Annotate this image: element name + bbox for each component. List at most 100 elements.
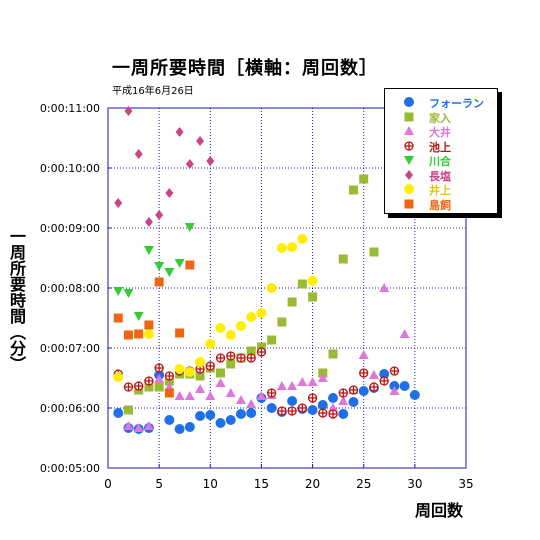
data-point-6 bbox=[196, 136, 205, 146]
data-point-4 bbox=[287, 406, 297, 416]
data-point-1 bbox=[225, 415, 236, 425]
data-point-4 bbox=[215, 353, 226, 363]
data-point-5 bbox=[123, 289, 134, 298]
data-point-7 bbox=[297, 234, 308, 244]
data-point-6 bbox=[175, 127, 184, 137]
legend-entry: 長塩 bbox=[385, 168, 497, 183]
data-point-2 bbox=[216, 368, 226, 378]
legend-entry: 大井 bbox=[385, 124, 497, 139]
x-tick-label: 30 bbox=[407, 477, 422, 491]
legend-marker bbox=[404, 184, 414, 194]
data-point-7 bbox=[184, 367, 195, 377]
data-point-7 bbox=[143, 329, 154, 339]
data-point-3 bbox=[368, 370, 379, 379]
legend: フォーラン 家入 大井 池上 川合 長塩 井上 島飼 bbox=[384, 88, 498, 214]
legend-marker bbox=[404, 112, 414, 121]
data-point-4 bbox=[318, 408, 328, 418]
data-point-4 bbox=[154, 363, 164, 373]
y-tick-label: 0:00:05:00 bbox=[40, 462, 100, 475]
legend-marker bbox=[404, 97, 414, 107]
data-point-8 bbox=[123, 330, 133, 340]
data-point-1 bbox=[348, 397, 359, 407]
data-point-2 bbox=[287, 297, 297, 307]
legend-marker bbox=[404, 140, 414, 151]
legend-label: 川合 bbox=[429, 155, 451, 168]
data-point-1 bbox=[409, 390, 420, 400]
data-point-6 bbox=[165, 188, 174, 198]
legend-entry: 家入 bbox=[385, 110, 497, 125]
data-point-3 bbox=[225, 388, 236, 397]
chart-title: 一周所要時間［横軸：周回数］ bbox=[112, 58, 378, 79]
data-point-1 bbox=[235, 409, 246, 419]
data-point-1 bbox=[287, 396, 298, 406]
x-tick-label: 5 bbox=[155, 477, 163, 491]
data-point-5 bbox=[174, 259, 185, 268]
data-point-4 bbox=[389, 366, 400, 376]
data-point-4 bbox=[328, 409, 338, 419]
data-point-3 bbox=[235, 395, 246, 404]
data-point-1 bbox=[164, 415, 175, 425]
data-point-3 bbox=[143, 421, 154, 430]
data-point-3 bbox=[399, 329, 410, 338]
data-point-8 bbox=[185, 260, 195, 270]
data-point-4 bbox=[379, 376, 389, 386]
data-point-4 bbox=[164, 371, 175, 381]
x-tick-label: 15 bbox=[254, 477, 269, 491]
data-point-4 bbox=[123, 382, 134, 392]
data-point-4 bbox=[144, 376, 154, 386]
data-point-8 bbox=[175, 328, 185, 338]
data-point-4 bbox=[267, 388, 277, 398]
data-point-2 bbox=[338, 254, 348, 264]
legend-marker bbox=[404, 156, 414, 165]
data-point-5 bbox=[154, 262, 165, 271]
data-point-4 bbox=[348, 385, 359, 395]
data-point-5 bbox=[133, 312, 144, 321]
data-point-1 bbox=[215, 418, 226, 428]
legend-label: 池上 bbox=[429, 140, 451, 154]
data-point-4 bbox=[359, 368, 369, 378]
data-point-2 bbox=[328, 349, 338, 359]
data-point-2 bbox=[267, 335, 277, 345]
data-point-1 bbox=[113, 408, 124, 418]
data-point-3 bbox=[297, 377, 308, 386]
data-point-4 bbox=[338, 388, 348, 398]
data-point-7 bbox=[256, 308, 267, 318]
data-point-3 bbox=[358, 350, 369, 359]
data-point-4 bbox=[256, 347, 267, 357]
data-point-1 bbox=[307, 405, 318, 415]
data-point-8 bbox=[113, 313, 123, 323]
data-point-2 bbox=[246, 346, 256, 356]
data-point-3 bbox=[276, 381, 287, 390]
data-point-2 bbox=[359, 174, 369, 184]
y-tick-label: 0:00:07:00 bbox=[40, 342, 100, 355]
data-point-2 bbox=[348, 185, 358, 195]
data-point-7 bbox=[225, 330, 236, 340]
data-point-2 bbox=[297, 279, 307, 289]
data-point-1 bbox=[195, 411, 206, 421]
x-tick-label: 25 bbox=[356, 477, 371, 491]
x-tick-label: 35 bbox=[458, 477, 473, 491]
data-point-2 bbox=[226, 359, 236, 369]
data-point-3 bbox=[338, 396, 349, 405]
data-point-1 bbox=[379, 369, 390, 379]
data-point-3 bbox=[215, 378, 226, 387]
data-point-1 bbox=[266, 403, 277, 413]
data-point-3 bbox=[379, 283, 390, 292]
x-tick-label: 0 bbox=[104, 477, 112, 491]
data-point-3 bbox=[184, 391, 195, 400]
data-point-1 bbox=[358, 386, 369, 396]
x-tick-label: 20 bbox=[305, 477, 320, 491]
data-point-4 bbox=[134, 381, 144, 391]
data-point-4 bbox=[307, 393, 318, 403]
data-point-1 bbox=[399, 381, 410, 391]
legend-label: 家入 bbox=[429, 111, 451, 125]
data-point-7 bbox=[205, 339, 216, 349]
y-tick-label: 0:00:11:00 bbox=[40, 102, 100, 115]
data-point-7 bbox=[276, 243, 287, 253]
data-point-7 bbox=[174, 364, 185, 374]
data-point-3 bbox=[389, 386, 400, 395]
data-point-6 bbox=[185, 159, 194, 169]
data-point-3 bbox=[205, 391, 216, 400]
y-tick-label: 0:00:08:00 bbox=[40, 282, 100, 295]
